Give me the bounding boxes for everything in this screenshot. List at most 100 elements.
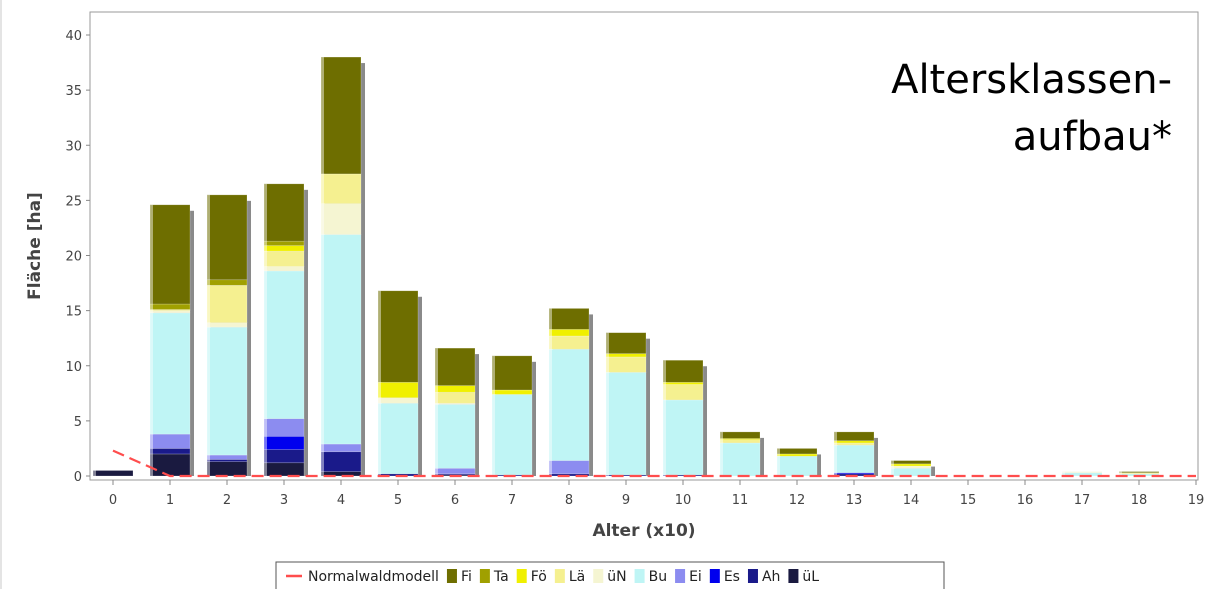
legend-label-üN: üN <box>607 569 626 585</box>
bar-segment-Bu <box>719 442 761 477</box>
bar-segment-Bu <box>263 270 305 419</box>
x-tick-label: 6 <box>451 493 459 508</box>
legend: Normalwaldmodell Fi Ta Fö Lä üN Bu Ei Es Ah üL <box>275 561 945 589</box>
bar-segment-üN <box>1061 471 1103 473</box>
bar-segment-üN <box>890 465 932 469</box>
bar-segment-üL <box>206 461 248 477</box>
x-tick-label: 18 <box>1131 493 1148 508</box>
legend-swatch-Bu <box>634 569 645 583</box>
bar-segment-üL <box>149 453 191 477</box>
x-tick-label: 1 <box>166 493 174 508</box>
bar-segment-Bu <box>890 467 932 477</box>
bar-segment-Ta <box>206 279 248 286</box>
bar-segment-Fö <box>548 329 590 337</box>
x-tick-label: 12 <box>789 493 806 508</box>
y-tick-label: 0 <box>74 470 82 485</box>
bar-segment-Ah <box>263 449 305 464</box>
bar-segment-Bu <box>206 326 248 456</box>
bar-segment-Bu <box>605 372 647 476</box>
bar-segment-Ah <box>206 459 248 462</box>
bar-segment-Lä <box>548 335 590 350</box>
legend-label-Fi: Fi <box>461 569 472 585</box>
legend-swatch-Fi <box>446 569 457 583</box>
bar-segment-Fi <box>662 359 704 383</box>
bar-segment-Lä <box>662 384 704 401</box>
bar-segment-Lä <box>605 356 647 373</box>
y-tick-label: 10 <box>65 360 82 375</box>
bar-segment-Ei <box>149 433 191 449</box>
bar-segment-Bu <box>149 312 191 435</box>
y-tick-label: 40 <box>65 29 82 44</box>
y-axis-title: Fläche [ha] <box>25 192 45 300</box>
bar-segment-Lä <box>833 442 875 446</box>
legend-label-Ta: Ta <box>493 569 509 585</box>
bar-segment-Ei <box>434 467 476 475</box>
bar-segment-Es <box>263 436 305 450</box>
bar-highlight <box>321 57 324 477</box>
bar-highlight <box>834 431 837 476</box>
bar-segment-Ah <box>320 451 362 472</box>
x-tick-label: 8 <box>565 493 573 508</box>
bar-segment-Fi <box>491 355 533 391</box>
bar-segment-Lä <box>263 250 305 267</box>
bar-segment-Ei <box>320 443 362 453</box>
bar-segment-Fi <box>1118 471 1160 473</box>
legend-label-Fö: Fö <box>531 569 547 585</box>
bar-highlight <box>435 348 438 476</box>
bar-segment-Bu <box>548 348 590 461</box>
x-tick-label: 17 <box>1074 493 1091 508</box>
bar-segment-Fö <box>263 245 305 252</box>
legend-label-üL: üL <box>802 569 819 585</box>
bar-segment-üN <box>377 397 419 404</box>
bar-segment-üN <box>206 322 248 328</box>
bar-segment-Ei <box>548 460 590 475</box>
bar-segment-Bu <box>662 399 704 476</box>
y-tick-label: 15 <box>65 305 82 320</box>
bar-segment-Bu <box>776 455 818 477</box>
bar-segment-Bu <box>434 404 476 469</box>
bar-highlight <box>207 194 210 477</box>
legend-label-Ah: Ah <box>762 569 780 585</box>
bar-segment-Fö <box>377 381 419 399</box>
legend-label-Ei: Ei <box>689 569 702 585</box>
bar-segment-Bu <box>833 444 875 473</box>
bar-segment-Fi <box>833 431 875 442</box>
normalwald-line-layer <box>112 449 1196 478</box>
bar-segment-Lä <box>719 439 761 444</box>
bar-segment-Ah <box>149 448 191 455</box>
x-tick-label: 9 <box>622 493 630 508</box>
bar-segment-Fö <box>491 389 533 395</box>
bar-segment-üN <box>263 266 305 272</box>
bar-segment-üN <box>149 310 191 314</box>
bar-segment-Fö <box>605 353 647 358</box>
y-axis: 0 5 10 15 20 25 30 35 40 <box>65 29 90 485</box>
y-tick-label: 5 <box>74 415 82 430</box>
legend-label-Normalwaldmodell: Normalwaldmodell <box>308 569 439 585</box>
x-tick-label: 5 <box>394 493 402 508</box>
bars-layer <box>92 56 1160 477</box>
y-tick-label: 25 <box>65 194 82 209</box>
bar-segment-Fi <box>890 460 932 465</box>
chart-title-line-1: Altersklassen- <box>891 57 1172 103</box>
legend-swatch-Ah <box>747 569 758 583</box>
legend-swatch-Ta <box>479 569 490 583</box>
bar-highlight <box>549 308 552 476</box>
legend-label-Lä: Lä <box>569 569 585 585</box>
legend-swatch-Es <box>709 569 720 583</box>
bar-segment-Ei <box>206 454 248 460</box>
bar-segment-Fö <box>833 440 875 444</box>
bar-segment-Fi <box>605 332 647 354</box>
bar-segment-üL <box>263 462 305 477</box>
bar-highlight <box>264 183 267 476</box>
x-tick-label: 7 <box>508 493 516 508</box>
chart-title-line-2: aufbau* <box>1013 114 1172 160</box>
x-tick-label: 2 <box>223 493 231 508</box>
bar-highlight <box>777 448 780 476</box>
x-tick-label: 0 <box>109 493 117 508</box>
x-axis-title: Alter (x10) <box>592 521 695 541</box>
bar-segment-Fi <box>377 290 419 383</box>
bar-highlight <box>663 360 666 476</box>
x-axis: 0 1 2 3 4 5 6 7 8 9 10 11 12 13 14 15 16 17 18 19 <box>109 480 1204 508</box>
bar-segment-Lä <box>434 391 476 404</box>
